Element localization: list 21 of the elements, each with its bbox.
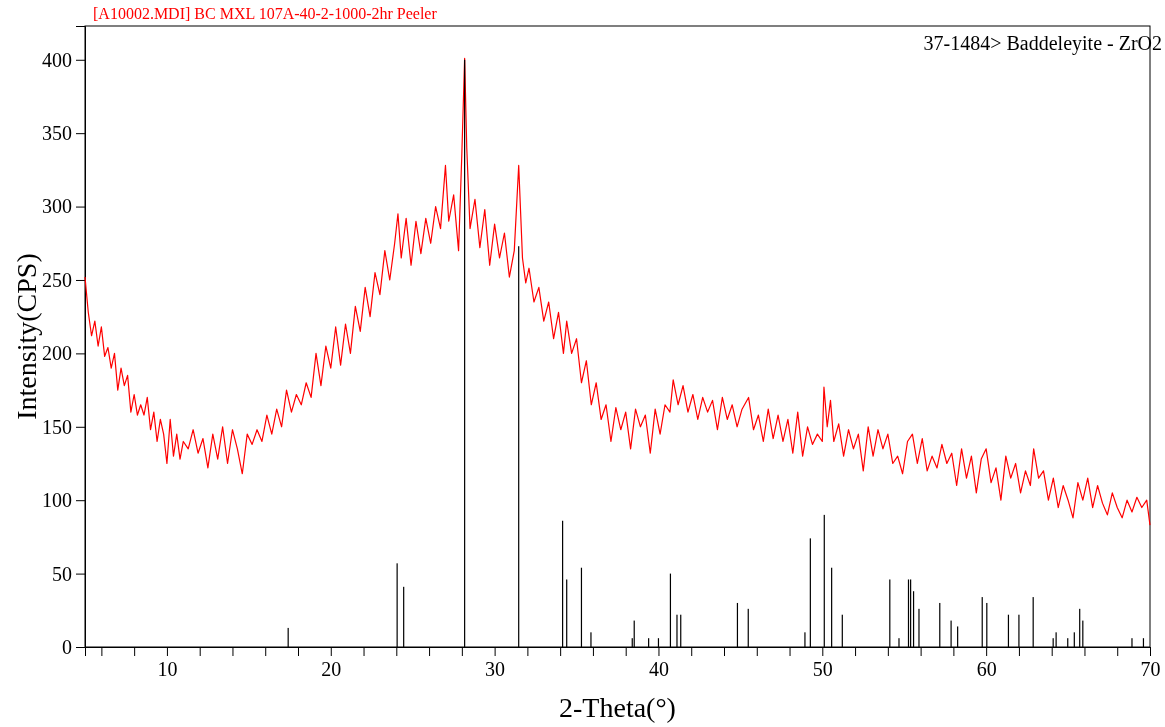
- y-tick-label: 150: [42, 415, 72, 438]
- x-axis-title: 2-Theta(°): [559, 692, 676, 723]
- y-tick-label: 300: [42, 195, 72, 218]
- x-tick-label: 70: [1140, 658, 1161, 681]
- x-tick-label: 40: [648, 658, 669, 681]
- line-series: [84, 57, 1151, 526]
- x-tick-label: 10: [157, 658, 178, 681]
- text: 37-1484> Baddeleyite - ZrO2: [923, 32, 1162, 55]
- y-tick-label: 250: [42, 268, 72, 291]
- y-tick-label: 400: [42, 48, 72, 71]
- y-tick-label: 50: [52, 562, 72, 585]
- y-tick-label: 200: [42, 342, 72, 365]
- x-tick-label: 60: [976, 658, 997, 681]
- y-tick-label: 350: [42, 122, 72, 145]
- x-tick-label: 30: [485, 658, 506, 681]
- y-tick-label: 0: [62, 635, 72, 658]
- y-tick-label: 100: [42, 489, 72, 512]
- x-tick-label: 20: [321, 658, 342, 681]
- x-tick-label: 50: [812, 658, 833, 681]
- chart-title: [A10002.MDI] BC MXL 107A-40-2-1000-2hr Peeler: [93, 5, 438, 22]
- y-axis-title: Intensity(CPS): [11, 253, 42, 420]
